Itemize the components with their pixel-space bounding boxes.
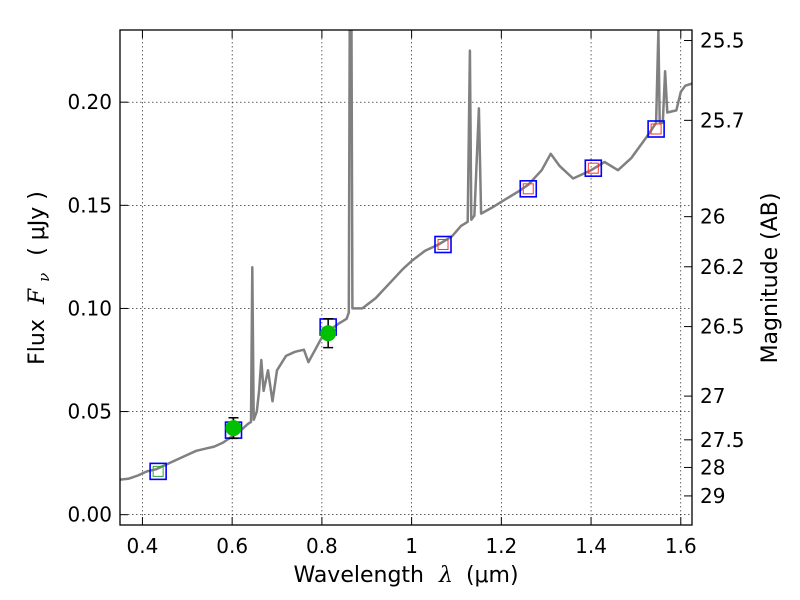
x-tick-label: 1	[405, 534, 418, 558]
y-axis-label-subscript: ν	[35, 273, 53, 282]
y-tick-label: 0.20	[67, 90, 112, 114]
band-marker-square	[152, 465, 164, 477]
y-axis-label-unit: ( μJy )	[25, 191, 50, 256]
sed-model-line	[120, 30, 692, 481]
y-tick-label: 0.10	[67, 296, 112, 320]
x-tick-label: 0.8	[306, 534, 338, 558]
y-axis-label-symbol: F	[25, 288, 50, 305]
y2-tick-label: 27.5	[700, 428, 745, 452]
model-photometry-square	[434, 235, 452, 254]
band-marker-square	[437, 239, 449, 250]
y2-tick-label: 28	[700, 455, 725, 479]
band-marker-square	[650, 123, 662, 135]
y-axis-label: Flux F ν ( μJy )	[25, 191, 55, 365]
x-axis-label-unit: (μm)	[466, 563, 519, 588]
plot-frame	[119, 29, 693, 526]
y-tick-label: 0.15	[67, 193, 112, 217]
x-tick-label: 1.2	[485, 534, 517, 558]
y2-axis-label: Magnitude (AB)	[758, 193, 783, 364]
x-tick-label: 0.4	[127, 534, 159, 558]
y2-tick-label: 29	[700, 484, 725, 508]
series-layer	[120, 30, 692, 481]
x-axis-label-main: Wavelength	[293, 563, 424, 588]
y2-tick-label: 27	[700, 384, 725, 408]
y2-tick-label: 26.2	[700, 255, 745, 279]
grid-layer	[120, 30, 692, 525]
x-tick-label: 1.4	[575, 534, 607, 558]
band-marker-square	[522, 183, 534, 195]
band-marker-square	[587, 162, 599, 174]
tick-layer: 0.4 0.6 0.8 1 1.2 1.4 1.6 0.00 0.05 0.10 0.15 0.20 2…	[67, 29, 744, 558]
model-photometry-square	[149, 462, 167, 481]
y2-tick-label: 25.7	[700, 108, 745, 132]
x-tick-label: 0.6	[216, 534, 248, 558]
y2-tick-label: 26.5	[700, 315, 745, 339]
y-axis-label-main: Flux	[25, 319, 50, 365]
x-axis-label-symbol: λ	[438, 563, 453, 588]
model-photometry-square	[519, 180, 538, 198]
model-photometry-square	[584, 159, 603, 177]
y2-tick-label: 25.5	[700, 29, 745, 53]
x-tick-label: 1.6	[665, 534, 697, 558]
y-tick-label: 0.00	[67, 503, 112, 527]
y-tick-label: 0.05	[67, 400, 112, 424]
model-photometry-square	[647, 120, 665, 138]
x-axis-label: Wavelength λ (μm)	[293, 563, 518, 588]
observed-flux-point	[225, 420, 242, 437]
y2-tick-label: 26	[700, 205, 725, 229]
observed-flux-point	[320, 325, 337, 342]
